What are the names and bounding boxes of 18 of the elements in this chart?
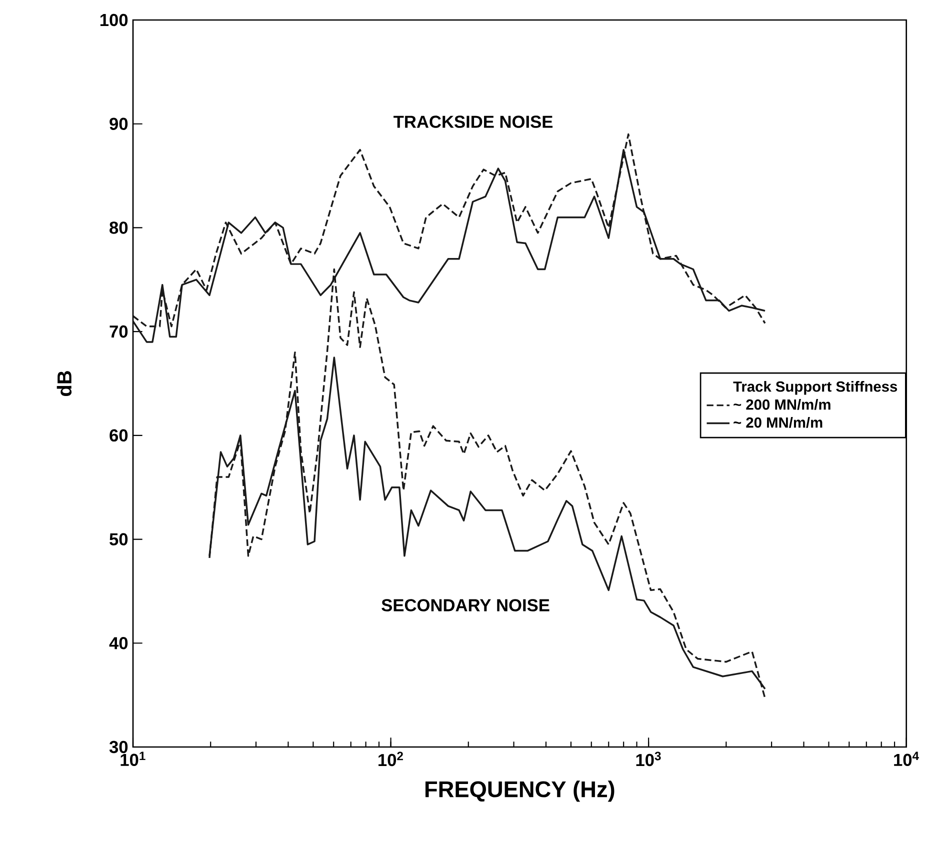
legend-title: Track Support Stiffness	[733, 381, 898, 395]
x-axis-title: FREQUENCY (Hz)	[425, 780, 614, 802]
y-tick-label: 70	[110, 325, 128, 338]
y-tick-label: 90	[110, 118, 128, 130]
x-tick-label: 10$^{4}$	[894, 752, 919, 766]
annotation: TRACKSIDE NOISE	[394, 116, 553, 128]
y-tick-label: 80	[110, 222, 128, 234]
y-tick-label: 50	[110, 533, 128, 546]
x-tick-label: 10$^{2}$	[378, 752, 403, 766]
y-tick-label: 100	[100, 14, 128, 26]
legend-label: ~ 200 MN/m/m	[734, 399, 830, 410]
y-tick-label: 60	[110, 429, 128, 442]
y-tick-label: 30	[109, 740, 128, 754]
y-tick-label: 40	[109, 637, 128, 650]
legend-label: ~ 20 MN/m/m	[734, 416, 822, 428]
annotation: SECONDARY NOISE	[382, 599, 550, 612]
y-axis-title: dB	[56, 371, 72, 396]
x-tick-label: 10$^{3}$	[636, 752, 661, 766]
